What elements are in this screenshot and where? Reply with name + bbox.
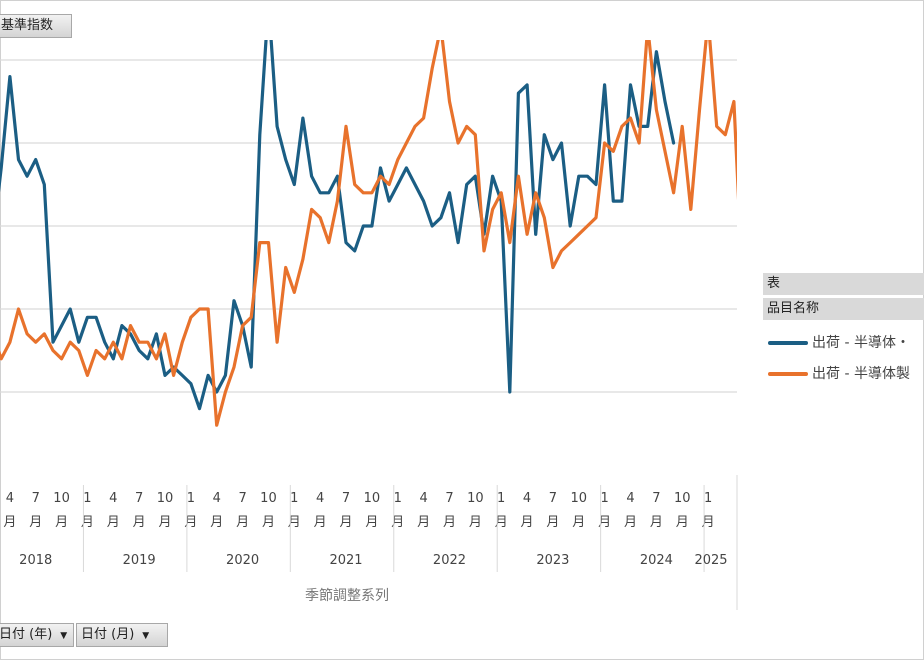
x-tick-month: 4 <box>6 491 14 506</box>
x-axis: 4月7月10月1月4月7月10月1月4月7月10月1月4月7月10月1月4月7月… <box>3 475 738 610</box>
x-tick-month-suffix: 月 <box>236 515 249 530</box>
value-field-label: 基準指数 <box>1 18 54 33</box>
x-tick-month: 4 <box>213 491 221 506</box>
x-tick-month: 4 <box>419 491 427 506</box>
x-tick-year: 2021 <box>329 553 362 568</box>
x-tick-month: 1 <box>497 491 505 506</box>
x-tick-month-suffix: 月 <box>702 515 715 530</box>
x-tick-month-suffix: 月 <box>572 515 585 530</box>
x-tick-month: 1 <box>394 491 402 506</box>
x-tick-month-suffix: 月 <box>598 515 611 530</box>
date-month-filter-button[interactable]: 日付 (月) ▼ <box>76 623 168 647</box>
legend-header-label: 表 <box>767 276 781 291</box>
x-tick-month: 1 <box>187 491 195 506</box>
x-tick-month: 10 <box>364 491 381 506</box>
x-tick-month-suffix: 月 <box>443 515 456 530</box>
date-year-label: 日付 (年) <box>0 627 53 642</box>
x-tick-month-suffix: 月 <box>133 515 146 530</box>
x-tick-month: 4 <box>316 491 324 506</box>
x-tick-month-suffix: 月 <box>81 515 94 530</box>
x-tick-month: 7 <box>652 491 660 506</box>
x-tick-month-suffix: 月 <box>650 515 663 530</box>
x-tick-month-suffix: 月 <box>495 515 508 530</box>
x-tick-month: 1 <box>290 491 298 506</box>
x-tick-month: 1 <box>600 491 608 506</box>
x-tick-month: 1 <box>83 491 91 506</box>
x-tick-month-suffix: 月 <box>417 515 430 530</box>
series-lines <box>0 40 737 427</box>
x-tick-month: 1 <box>704 491 712 506</box>
x-tick-month: 7 <box>135 491 143 506</box>
x-tick-month: 7 <box>32 491 40 506</box>
x-tick-month: 7 <box>342 491 350 506</box>
legend-field-button[interactable]: 品目名称 <box>763 298 924 320</box>
x-tick-month: 7 <box>549 491 557 506</box>
series-line-2 <box>0 40 737 427</box>
legend-swatch-1 <box>768 341 808 345</box>
x-tick-month: 7 <box>445 491 453 506</box>
x-tick-month: 10 <box>157 491 174 506</box>
x-tick-month: 4 <box>109 491 117 506</box>
x-tick-month-suffix: 月 <box>3 515 16 530</box>
x-tick-month-suffix: 月 <box>314 515 327 530</box>
legend-header: 表 <box>763 273 924 295</box>
x-tick-month-suffix: 月 <box>546 515 559 530</box>
legend-field-label: 品目名称 <box>767 301 820 316</box>
x-tick-year: 2022 <box>433 553 466 568</box>
dropdown-arrow-icon: ▼ <box>142 631 150 641</box>
x-tick-year: 2023 <box>536 553 569 568</box>
dropdown-arrow-icon: ▼ <box>60 631 68 641</box>
x-tick-month-suffix: 月 <box>391 515 404 530</box>
x-tick-month-suffix: 月 <box>288 515 301 530</box>
x-tick-month-suffix: 月 <box>262 515 275 530</box>
legend-swatch-2 <box>768 372 808 376</box>
x-tick-month-suffix: 月 <box>55 515 68 530</box>
x-tick-month-suffix: 月 <box>521 515 534 530</box>
value-field-button[interactable]: 基準指数 <box>0 14 72 38</box>
legend-item-1[interactable]: 出荷 - 半導体・ <box>768 332 910 352</box>
x-tick-month: 10 <box>674 491 691 506</box>
x-tick-year: 2020 <box>226 553 259 568</box>
x-tick-month: 10 <box>260 491 277 506</box>
x-tick-month-suffix: 月 <box>340 515 353 530</box>
x-tick-month: 10 <box>571 491 588 506</box>
x-tick-month-suffix: 月 <box>184 515 197 530</box>
x-tick-year: 2019 <box>123 553 156 568</box>
x-tick-year: 2025 <box>694 553 727 568</box>
x-tick-month-suffix: 月 <box>29 515 42 530</box>
legend-label-1: 出荷 - 半導体・ <box>812 335 910 351</box>
x-tick-month-suffix: 月 <box>624 515 637 530</box>
x-tick-month-suffix: 月 <box>107 515 120 530</box>
x-tick-month-suffix: 月 <box>365 515 378 530</box>
x-tick-month: 4 <box>523 491 531 506</box>
x-tick-month: 7 <box>238 491 246 506</box>
x-axis-title: 季節調整系列 <box>305 587 389 604</box>
date-month-label: 日付 (月) <box>81 627 135 642</box>
gridlines <box>0 59 737 393</box>
x-tick-year: 2024 <box>640 553 673 568</box>
x-tick-month-suffix: 月 <box>676 515 689 530</box>
series-line-1 <box>0 40 676 411</box>
x-tick-month: 4 <box>626 491 634 506</box>
x-tick-year: 2018 <box>19 553 52 568</box>
x-tick-month-suffix: 月 <box>159 515 172 530</box>
legend-item-2[interactable]: 出荷 - 半導体製 <box>768 363 910 383</box>
x-tick-month: 10 <box>53 491 70 506</box>
x-tick-month-suffix: 月 <box>210 515 223 530</box>
x-tick-month: 10 <box>467 491 484 506</box>
date-year-filter-button[interactable]: 日付 (年) ▼ <box>0 623 74 647</box>
x-tick-month-suffix: 月 <box>469 515 482 530</box>
legend-label-2: 出荷 - 半導体製 <box>812 366 910 382</box>
